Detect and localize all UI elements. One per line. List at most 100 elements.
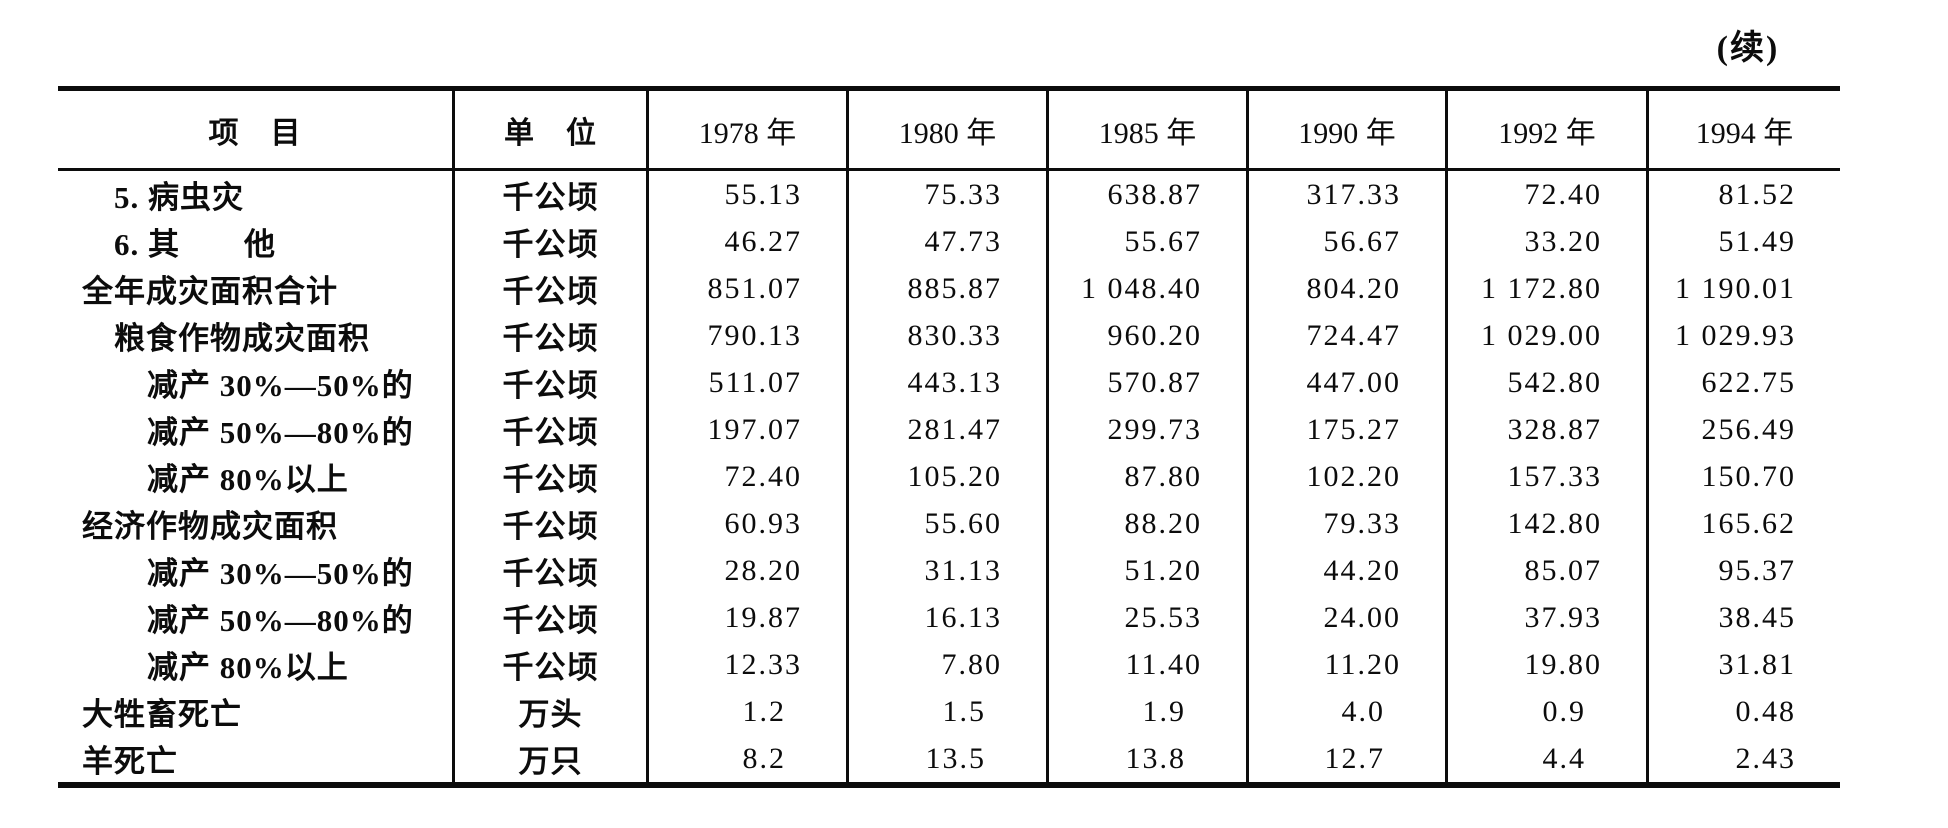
value-cell: 175.27 <box>1246 406 1445 453</box>
item-cell: 全年成灾面积合计 <box>82 274 338 309</box>
value-cell: 37.93 <box>1445 594 1646 641</box>
value-cell: 51.49 <box>1646 218 1840 265</box>
value-cell: 75.33 <box>846 171 1046 218</box>
value-cell: 11.40 <box>1046 641 1246 688</box>
value-cell: 16.13 <box>846 594 1046 641</box>
value-cell: 24.00 <box>1246 594 1445 641</box>
unit-cell: 千公顷 <box>452 218 646 265</box>
unit-cell: 千公顷 <box>452 171 646 218</box>
item-cell: 减产 30%—50%的 <box>147 556 414 591</box>
unit-cell: 千公顷 <box>452 500 646 547</box>
value-cell: 13.5 <box>846 735 1046 782</box>
item-cell: 5. 病虫灾 <box>114 180 244 215</box>
item-cell: 经济作物成灾面积 <box>82 509 338 544</box>
value-cell: 281.47 <box>846 406 1046 453</box>
unit-cell: 万头 <box>452 688 646 735</box>
item-cell: 羊死亡 <box>82 744 178 779</box>
value-cell: 1 048.40 <box>1046 265 1246 312</box>
value-cell: 570.87 <box>1046 359 1246 406</box>
value-cell: 1 190.01 <box>1646 265 1840 312</box>
item-cell: 减产 80%以上 <box>147 462 349 497</box>
value-cell: 1 029.00 <box>1445 312 1646 359</box>
value-cell: 443.13 <box>846 359 1046 406</box>
value-cell: 79.33 <box>1246 500 1445 547</box>
item-cell: 减产 30%—50%的 <box>147 368 414 403</box>
value-cell: 47.73 <box>846 218 1046 265</box>
value-cell: 46.27 <box>646 218 846 265</box>
value-cell: 4.0 <box>1246 688 1445 735</box>
value-cell: 51.20 <box>1046 547 1246 594</box>
value-cell: 12.33 <box>646 641 846 688</box>
value-cell: 790.13 <box>646 312 846 359</box>
item-cell: 减产 50%—80%的 <box>147 415 414 450</box>
value-cell: 511.07 <box>646 359 846 406</box>
value-cell: 165.62 <box>1646 500 1840 547</box>
value-cell: 328.87 <box>1445 406 1646 453</box>
item-cell: 粮食作物成灾面积 <box>114 321 370 356</box>
unit-cell: 千公顷 <box>452 453 646 500</box>
value-cell: 1.9 <box>1046 688 1246 735</box>
column-header: 1990 年 <box>1246 91 1445 171</box>
value-cell: 38.45 <box>1646 594 1840 641</box>
value-cell: 31.81 <box>1646 641 1840 688</box>
value-cell: 724.47 <box>1246 312 1445 359</box>
value-cell: 60.93 <box>646 500 846 547</box>
value-cell: 81.52 <box>1646 171 1840 218</box>
continued-marker: (续) <box>1716 30 1780 67</box>
value-cell: 7.80 <box>846 641 1046 688</box>
value-cell: 150.70 <box>1646 453 1840 500</box>
unit-cell: 千公顷 <box>452 312 646 359</box>
value-cell: 25.53 <box>1046 594 1246 641</box>
value-cell: 1 172.80 <box>1445 265 1646 312</box>
value-cell: 8.2 <box>646 735 846 782</box>
value-cell: 142.80 <box>1445 500 1646 547</box>
value-cell: 851.07 <box>646 265 846 312</box>
value-cell: 638.87 <box>1046 171 1246 218</box>
unit-cell: 千公顷 <box>452 547 646 594</box>
value-cell: 85.07 <box>1445 547 1646 594</box>
column-header: 1978 年 <box>646 91 846 171</box>
column-header: 1985 年 <box>1046 91 1246 171</box>
value-cell: 622.75 <box>1646 359 1840 406</box>
value-cell: 88.20 <box>1046 500 1246 547</box>
value-cell: 31.13 <box>846 547 1046 594</box>
value-cell: 830.33 <box>846 312 1046 359</box>
value-cell: 2.43 <box>1646 735 1840 782</box>
value-cell: 885.87 <box>846 265 1046 312</box>
value-cell: 1.5 <box>846 688 1046 735</box>
unit-cell: 万只 <box>452 735 646 782</box>
value-cell: 87.80 <box>1046 453 1246 500</box>
item-cell: 减产 50%—80%的 <box>147 603 414 638</box>
unit-cell: 千公顷 <box>452 594 646 641</box>
value-cell: 804.20 <box>1246 265 1445 312</box>
value-cell: 4.4 <box>1445 735 1646 782</box>
unit-cell: 千公顷 <box>452 641 646 688</box>
value-cell: 72.40 <box>1445 171 1646 218</box>
value-cell: 55.13 <box>646 171 846 218</box>
column-header: 1992 年 <box>1445 91 1646 171</box>
value-cell: 256.49 <box>1646 406 1840 453</box>
item-cell: 大牲畜死亡 <box>82 697 242 732</box>
value-cell: 299.73 <box>1046 406 1246 453</box>
value-cell: 960.20 <box>1046 312 1246 359</box>
unit-cell: 千公顷 <box>452 406 646 453</box>
value-cell: 13.8 <box>1046 735 1246 782</box>
value-cell: 102.20 <box>1246 453 1445 500</box>
value-cell: 317.33 <box>1246 171 1445 218</box>
value-cell: 19.80 <box>1445 641 1646 688</box>
value-cell: 19.87 <box>646 594 846 641</box>
value-cell: 72.40 <box>646 453 846 500</box>
item-cell: 减产 80%以上 <box>147 650 349 685</box>
value-cell: 1 029.93 <box>1646 312 1840 359</box>
value-cell: 55.67 <box>1046 218 1246 265</box>
unit-cell: 千公顷 <box>452 265 646 312</box>
value-cell: 157.33 <box>1445 453 1646 500</box>
value-cell: 12.7 <box>1246 735 1445 782</box>
unit-cell: 千公顷 <box>452 359 646 406</box>
column-header: 1994 年 <box>1646 91 1840 171</box>
item-cell: 6. 其 他 <box>114 227 276 262</box>
value-cell: 447.00 <box>1246 359 1445 406</box>
value-cell: 33.20 <box>1445 218 1646 265</box>
statistical-table: 项 目单 位 1978 年 1980 年 1985 年 1990 年 1992 年 1994… <box>58 86 1840 788</box>
value-cell: 0.48 <box>1646 688 1840 735</box>
